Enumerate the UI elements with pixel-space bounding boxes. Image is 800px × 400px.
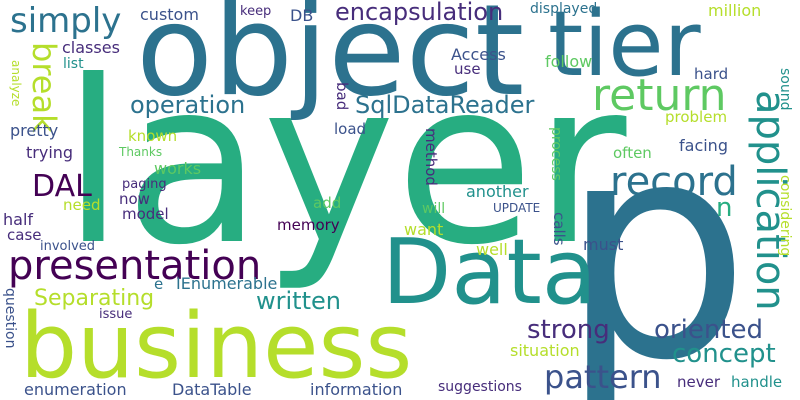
word-case: case [7, 226, 42, 244]
word-problem: problem [665, 108, 728, 126]
word-separating: Separating [34, 286, 155, 311]
word-works: works [154, 159, 202, 178]
word-sound: sound [777, 68, 793, 111]
word-enumeration: enumeration [24, 380, 127, 399]
word-business: business [20, 294, 413, 399]
word-datatable: DataTable [172, 380, 252, 399]
word-presentation: presentation [8, 243, 262, 289]
word-suggestions: suggestions [438, 379, 522, 395]
word-never: never [677, 373, 721, 391]
word-custom: custom [140, 5, 199, 24]
word-load: load [334, 120, 367, 138]
word-written: written [256, 287, 341, 315]
word-oriented: oriented [654, 315, 763, 345]
word-known: known [128, 127, 178, 145]
word-n: n [716, 193, 733, 223]
word-half: half [3, 210, 34, 229]
word-calls: calls [550, 212, 568, 246]
word-application: application [747, 90, 793, 311]
word-now: now [119, 190, 150, 208]
word-will: will [422, 201, 446, 217]
word-memory: memory [277, 216, 340, 234]
word-another: another [466, 182, 529, 201]
word-tier: tier [548, 0, 701, 97]
word-must: must [583, 235, 624, 254]
word-trying: trying [26, 143, 74, 162]
word-question: question [2, 288, 18, 349]
word-pattern: pattern [544, 358, 662, 396]
word-p: p [560, 77, 751, 400]
word-update: UPDATE [493, 201, 541, 215]
word-e: e [154, 275, 164, 293]
word-bad: bad [333, 82, 351, 111]
word-considering: considering [777, 175, 793, 257]
word-involved: involved [40, 239, 96, 254]
word-model: model [122, 205, 169, 223]
word-handle: handle [731, 373, 783, 391]
word-keep: keep [240, 4, 272, 19]
word-million: million [708, 1, 762, 20]
word-follow: follow [545, 52, 593, 71]
word-add: add [313, 194, 342, 212]
word-db: DB [290, 6, 314, 25]
word-well: well [476, 240, 508, 259]
word-paging: paging [122, 177, 167, 192]
word-data: Data [382, 220, 597, 325]
word-layer: layer [62, 33, 627, 295]
word-thanks: Thanks [119, 145, 163, 159]
word-displayed: displayed [530, 1, 598, 17]
word-break: break [25, 42, 63, 133]
word-hard: hard [694, 65, 729, 83]
word-facing: facing [679, 136, 728, 155]
word-issue: issue [99, 307, 133, 322]
word-ienumerable: IEnumerable [176, 274, 278, 293]
word-process: process [548, 127, 564, 181]
word-concept: concept [672, 339, 776, 369]
word-often: often [613, 144, 652, 162]
word-classes: classes [62, 38, 120, 57]
word-sqldatareader: SqlDataReader [355, 91, 535, 119]
word-list: list [63, 56, 84, 72]
word-information: information [310, 380, 403, 399]
word-need: need [63, 196, 101, 214]
word-access: Access [451, 45, 506, 64]
word-operation: operation [130, 91, 246, 119]
word-want: want [404, 220, 444, 239]
word-analyze: analyze [9, 60, 23, 107]
word-situation: situation [510, 341, 580, 360]
word-return: return [592, 70, 727, 121]
word-object: object [136, 0, 525, 124]
word-record: record [610, 159, 738, 205]
word-method: method [422, 128, 440, 186]
word-pretty: pretty [10, 121, 59, 140]
word-use: use [454, 60, 481, 78]
word-dal: DAL [32, 169, 92, 204]
word-encapsulation: encapsulation [335, 0, 504, 26]
word-simply: simply [10, 1, 122, 41]
word-strong: strong [527, 315, 610, 345]
